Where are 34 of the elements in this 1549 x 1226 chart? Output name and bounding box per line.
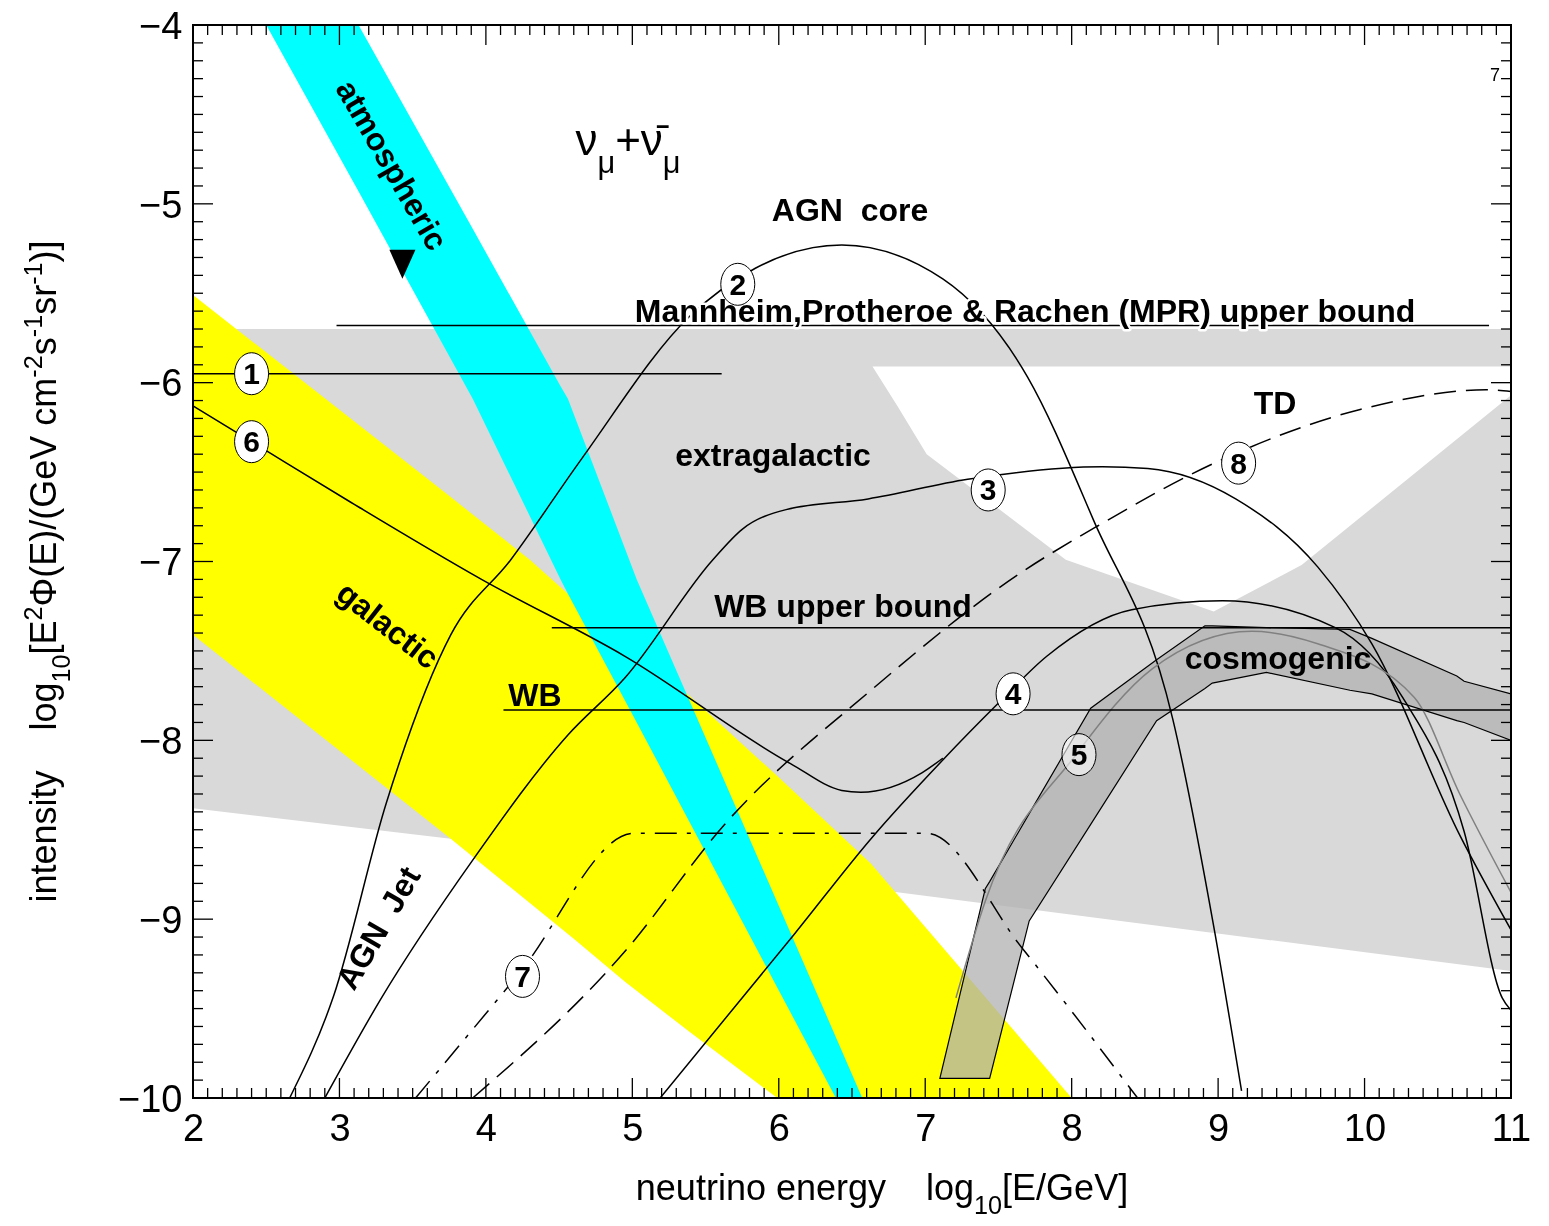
x-tick-label: 5 <box>622 1106 644 1149</box>
annotation: cosmogenic <box>1184 640 1372 677</box>
annotation: 8 <box>1230 446 1247 480</box>
y-tick-label: −8 <box>139 720 183 763</box>
y-tick-label: −7 <box>139 541 183 584</box>
y-tick-label: −4 <box>139 4 183 47</box>
annotation: WB upper bound <box>714 588 972 625</box>
annotation: 5 <box>1070 738 1088 772</box>
y-tick-label: −9 <box>139 898 183 941</box>
x-tick-label: 2 <box>182 1106 205 1149</box>
annotation: AGN core <box>771 192 929 229</box>
annotation: WB <box>508 677 562 714</box>
annotation: 7 <box>514 959 531 993</box>
annotation: 3 <box>979 473 997 507</box>
annotation: 6 <box>243 425 260 459</box>
annotation: ν$_{μ}$+ν̄$_{μ}$ <box>575 115 681 180</box>
y-tick-label: −5 <box>139 183 183 226</box>
annotation: 2 <box>729 267 747 301</box>
annotation: extragalactic <box>675 437 871 474</box>
annotation: 1 <box>243 357 260 391</box>
x-tick-label: 3 <box>329 1106 351 1149</box>
annotation: 4 <box>1004 677 1022 711</box>
annotation: 7 <box>1489 65 1501 86</box>
x-tick-label: 11 <box>1491 1106 1532 1149</box>
x-tick-label: 10 <box>1343 1106 1387 1149</box>
x-tick-label: 9 <box>1208 1106 1230 1149</box>
x-tick-label: 8 <box>1061 1106 1083 1149</box>
x-axis-title: neutrino energy log$_{10}$[E/GeV] <box>635 1167 1129 1219</box>
annotation: TD <box>1253 385 1297 422</box>
x-tick-label: 4 <box>475 1106 497 1149</box>
y-tick-label: −10 <box>117 1077 183 1120</box>
x-tick-label: 7 <box>915 1106 937 1149</box>
y-tick-label: −6 <box>139 362 183 405</box>
x-tick-label: 6 <box>768 1106 790 1149</box>
